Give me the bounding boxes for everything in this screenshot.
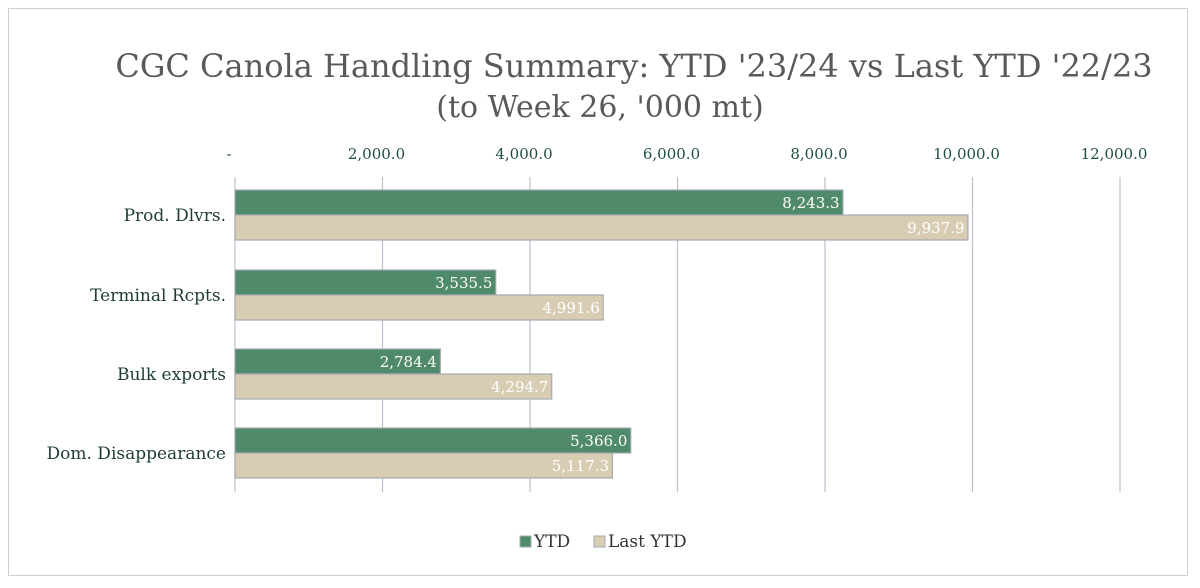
data-label: 2,784.4 — [380, 353, 437, 371]
data-label: 9,937.9 — [907, 219, 964, 237]
x-tick-label: 2,000.0 — [348, 145, 405, 163]
bar-last-ytd — [234, 452, 614, 479]
x-tick-label: 10,000.0 — [933, 145, 1000, 163]
data-label: 3,535.5 — [435, 274, 492, 292]
category-label: Terminal Rcpts. — [90, 286, 226, 306]
legend-swatch-last-ytd — [593, 535, 606, 548]
legend-label-last-ytd: Last YTD — [608, 532, 687, 552]
category-label: Dom. Disappearance — [47, 444, 226, 464]
bar-last-ytd — [234, 214, 969, 241]
legend-label-ytd: YTD — [533, 532, 570, 552]
data-label: 5,366.0 — [570, 432, 627, 450]
x-tick-label: 8,000.0 — [790, 145, 847, 163]
category-label: Prod. Dlvrs. — [124, 206, 226, 226]
bar-ytd — [234, 269, 497, 296]
data-label: 5,117.3 — [552, 457, 609, 475]
x-tick-label: 6,000.0 — [643, 145, 700, 163]
category-label: Bulk exports — [117, 365, 226, 385]
x-tick-label: - — [226, 145, 231, 163]
chart-frame — [8, 8, 1188, 576]
chart-title: CGC Canola Handling Summary: YTD '23/24 … — [115, 47, 1152, 85]
x-tick-label: 12,000.0 — [1081, 145, 1148, 163]
bar-ytd — [234, 427, 632, 454]
chart-subtitle: (to Week 26, '000 mt) — [436, 90, 763, 125]
data-label: 4,991.6 — [542, 299, 599, 317]
data-label: 4,294.7 — [491, 378, 548, 396]
bar-last-ytd — [234, 294, 604, 321]
bar-ytd — [234, 189, 844, 216]
bar-last-ytd — [234, 373, 553, 400]
data-label: 8,243.3 — [782, 194, 839, 212]
legend-swatch-ytd — [519, 535, 532, 548]
x-tick-label: 4,000.0 — [495, 145, 552, 163]
